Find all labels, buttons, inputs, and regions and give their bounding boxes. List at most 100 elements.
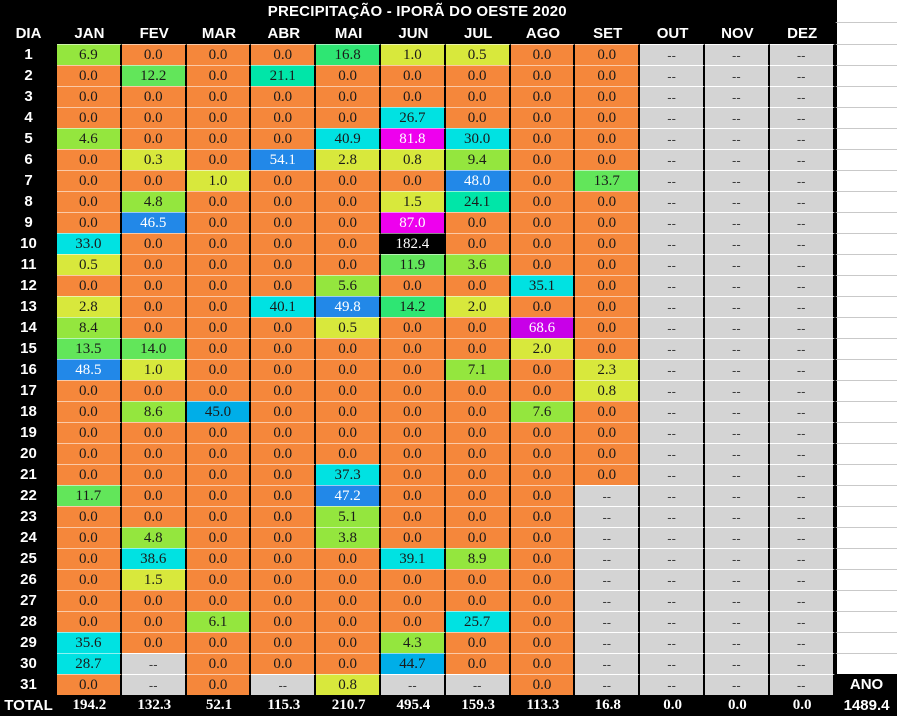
cell-out-day28[interactable]: -- bbox=[640, 611, 705, 632]
cell-jan-day24[interactable]: 0.0 bbox=[57, 527, 122, 548]
cell-jun-day23[interactable]: 0.0 bbox=[380, 506, 446, 527]
cell-out-day27[interactable]: -- bbox=[640, 590, 705, 611]
cell-jul-day18[interactable]: 0.0 bbox=[445, 401, 511, 422]
cell-jun-day15[interactable]: 0.0 bbox=[380, 338, 446, 359]
cell-dez-day5[interactable]: -- bbox=[769, 128, 835, 149]
cell-jan-day29[interactable]: 35.6 bbox=[57, 632, 122, 653]
cell-mai-day22[interactable]: 47.2 bbox=[316, 485, 381, 506]
cell-jan-day19[interactable]: 0.0 bbox=[57, 422, 122, 443]
cell-dez-day27[interactable]: -- bbox=[769, 590, 835, 611]
cell-abr-day4[interactable]: 0.0 bbox=[251, 107, 317, 128]
cell-ago-day16[interactable]: 0.0 bbox=[510, 359, 576, 380]
cell-jan-day26[interactable]: 0.0 bbox=[57, 569, 122, 590]
cell-mar-day28[interactable]: 6.1 bbox=[186, 611, 252, 632]
cell-mai-day30[interactable]: 0.0 bbox=[316, 653, 381, 674]
cell-out-day17[interactable]: -- bbox=[640, 380, 705, 401]
cell-abr-day28[interactable]: 0.0 bbox=[251, 611, 317, 632]
cell-set-day23[interactable]: -- bbox=[575, 506, 641, 527]
cell-mar-day15[interactable]: 0.0 bbox=[186, 338, 252, 359]
cell-jun-day18[interactable]: 0.0 bbox=[380, 401, 446, 422]
cell-jun-day31[interactable]: -- bbox=[380, 674, 446, 695]
cell-ago-day24[interactable]: 0.0 bbox=[510, 527, 576, 548]
cell-jan-day27[interactable]: 0.0 bbox=[57, 590, 122, 611]
cell-fev-day27[interactable]: 0.0 bbox=[121, 590, 187, 611]
cell-dez-day10[interactable]: -- bbox=[769, 233, 835, 254]
cell-jul-day30[interactable]: 0.0 bbox=[445, 653, 511, 674]
cell-ago-day13[interactable]: 0.0 bbox=[510, 296, 576, 317]
cell-out-day26[interactable]: -- bbox=[640, 569, 705, 590]
cell-abr-day14[interactable]: 0.0 bbox=[251, 317, 317, 338]
cell-jan-day6[interactable]: 0.0 bbox=[57, 149, 122, 170]
cell-jun-day14[interactable]: 0.0 bbox=[380, 317, 446, 338]
cell-jul-day8[interactable]: 24.1 bbox=[445, 191, 511, 212]
cell-jul-day14[interactable]: 0.0 bbox=[445, 317, 511, 338]
cell-jul-day23[interactable]: 0.0 bbox=[445, 506, 511, 527]
cell-mar-day4[interactable]: 0.0 bbox=[186, 107, 252, 128]
cell-jan-day5[interactable]: 4.6 bbox=[57, 128, 122, 149]
cell-nov-day13[interactable]: -- bbox=[704, 296, 770, 317]
cell-jul-day9[interactable]: 0.0 bbox=[445, 212, 511, 233]
cell-fev-day3[interactable]: 0.0 bbox=[121, 86, 187, 107]
cell-jan-day25[interactable]: 0.0 bbox=[57, 548, 122, 569]
cell-jun-day30[interactable]: 44.7 bbox=[380, 653, 446, 674]
cell-fev-day13[interactable]: 0.0 bbox=[121, 296, 187, 317]
cell-jan-day3[interactable]: 0.0 bbox=[57, 86, 122, 107]
cell-dez-day15[interactable]: -- bbox=[769, 338, 835, 359]
cell-abr-day26[interactable]: 0.0 bbox=[251, 569, 317, 590]
cell-abr-day10[interactable]: 0.0 bbox=[251, 233, 317, 254]
cell-nov-day22[interactable]: -- bbox=[704, 485, 770, 506]
cell-jun-day13[interactable]: 14.2 bbox=[380, 296, 446, 317]
cell-abr-day29[interactable]: 0.0 bbox=[251, 632, 317, 653]
cell-mar-day6[interactable]: 0.0 bbox=[186, 149, 252, 170]
cell-mar-day21[interactable]: 0.0 bbox=[186, 464, 252, 485]
cell-ago-day14[interactable]: 68.6 bbox=[510, 317, 576, 338]
cell-jan-day31[interactable]: 0.0 bbox=[57, 674, 122, 695]
cell-dez-day24[interactable]: -- bbox=[769, 527, 835, 548]
cell-jan-day21[interactable]: 0.0 bbox=[57, 464, 122, 485]
cell-nov-day25[interactable]: -- bbox=[704, 548, 770, 569]
cell-ago-day1[interactable]: 0.0 bbox=[510, 44, 576, 65]
cell-out-day13[interactable]: -- bbox=[640, 296, 705, 317]
cell-jan-day22[interactable]: 11.7 bbox=[57, 485, 122, 506]
cell-jun-day10[interactable]: 182.4 bbox=[380, 233, 446, 254]
cell-jul-day13[interactable]: 2.0 bbox=[445, 296, 511, 317]
cell-jun-day28[interactable]: 0.0 bbox=[380, 611, 446, 632]
cell-mar-day31[interactable]: 0.0 bbox=[186, 674, 252, 695]
cell-mai-day27[interactable]: 0.0 bbox=[316, 590, 381, 611]
cell-jul-day6[interactable]: 9.4 bbox=[445, 149, 511, 170]
cell-jun-day20[interactable]: 0.0 bbox=[380, 443, 446, 464]
cell-out-day18[interactable]: -- bbox=[640, 401, 705, 422]
cell-mai-day21[interactable]: 37.3 bbox=[316, 464, 381, 485]
cell-mai-day2[interactable]: 0.0 bbox=[316, 65, 381, 86]
cell-ago-day26[interactable]: 0.0 bbox=[510, 569, 576, 590]
cell-ago-day30[interactable]: 0.0 bbox=[510, 653, 576, 674]
cell-jan-day28[interactable]: 0.0 bbox=[57, 611, 122, 632]
cell-fev-day10[interactable]: 0.0 bbox=[121, 233, 187, 254]
cell-set-day9[interactable]: 0.0 bbox=[575, 212, 641, 233]
cell-out-day11[interactable]: -- bbox=[640, 254, 705, 275]
cell-jul-day28[interactable]: 25.7 bbox=[445, 611, 511, 632]
cell-jan-day18[interactable]: 0.0 bbox=[57, 401, 122, 422]
cell-fev-day7[interactable]: 0.0 bbox=[121, 170, 187, 191]
cell-mar-day18[interactable]: 45.0 bbox=[186, 401, 252, 422]
cell-dez-day18[interactable]: -- bbox=[769, 401, 835, 422]
cell-nov-day15[interactable]: -- bbox=[704, 338, 770, 359]
cell-mai-day28[interactable]: 0.0 bbox=[316, 611, 381, 632]
cell-nov-day2[interactable]: -- bbox=[704, 65, 770, 86]
cell-jan-day11[interactable]: 0.5 bbox=[57, 254, 122, 275]
cell-jan-day16[interactable]: 48.5 bbox=[57, 359, 122, 380]
cell-jun-day19[interactable]: 0.0 bbox=[380, 422, 446, 443]
cell-nov-day20[interactable]: -- bbox=[704, 443, 770, 464]
cell-set-day3[interactable]: 0.0 bbox=[575, 86, 641, 107]
cell-ago-day8[interactable]: 0.0 bbox=[510, 191, 576, 212]
cell-set-day29[interactable]: -- bbox=[575, 632, 641, 653]
cell-mar-day9[interactable]: 0.0 bbox=[186, 212, 252, 233]
cell-set-day14[interactable]: 0.0 bbox=[575, 317, 641, 338]
cell-mai-day15[interactable]: 0.0 bbox=[316, 338, 381, 359]
cell-set-day4[interactable]: 0.0 bbox=[575, 107, 641, 128]
cell-fev-day1[interactable]: 0.0 bbox=[121, 44, 187, 65]
cell-dez-day14[interactable]: -- bbox=[769, 317, 835, 338]
cell-nov-day21[interactable]: -- bbox=[704, 464, 770, 485]
cell-set-day30[interactable]: -- bbox=[575, 653, 641, 674]
cell-ago-day22[interactable]: 0.0 bbox=[510, 485, 576, 506]
